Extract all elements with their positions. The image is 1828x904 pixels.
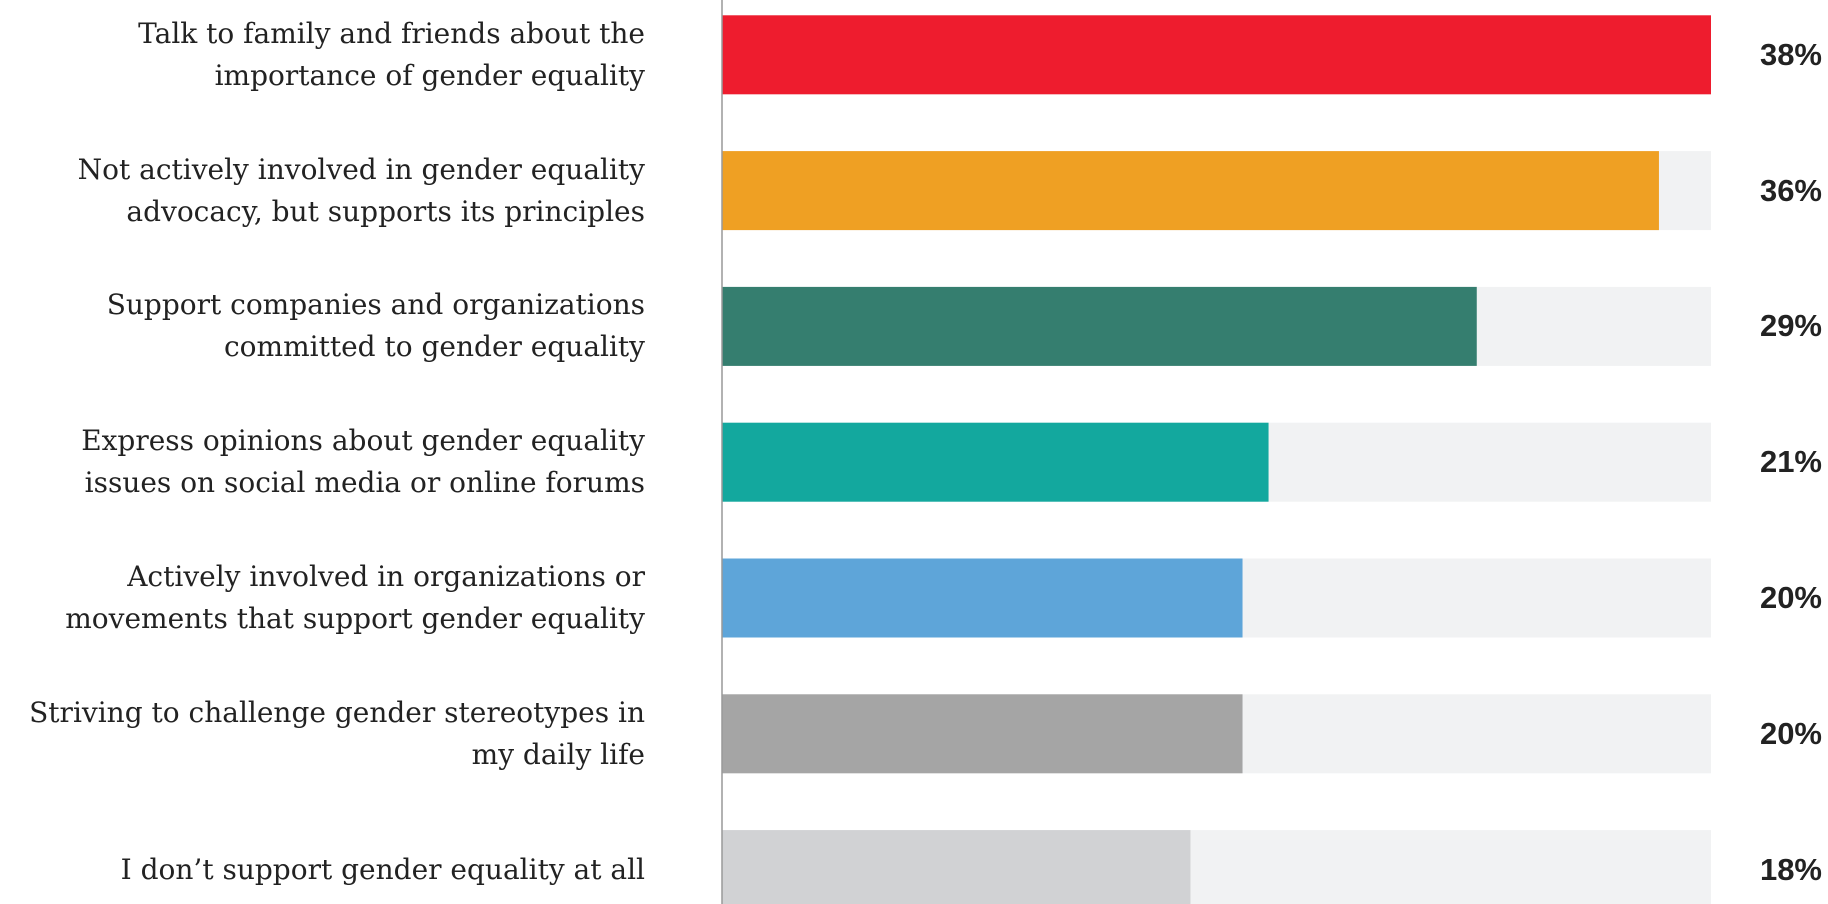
category-label: Talk to family and friends about the imp… bbox=[138, 16, 645, 92]
category-label: I don’t support gender equality at all bbox=[120, 852, 645, 886]
category-label: Express opinions about gender equality i… bbox=[81, 424, 645, 500]
value-label: 29% bbox=[1759, 308, 1822, 344]
bar bbox=[722, 830, 1191, 904]
bar bbox=[722, 15, 1711, 95]
category-label: Not actively involved in gender equality… bbox=[77, 152, 645, 228]
category-label: Support companies and organizations comm… bbox=[106, 288, 645, 364]
bar bbox=[722, 151, 1659, 231]
value-label: 36% bbox=[1759, 172, 1822, 208]
category-label: Actively involved in organizations or mo… bbox=[65, 560, 645, 635]
category-label: Striving to challenge gender stereotypes… bbox=[29, 695, 645, 771]
value-label: 18% bbox=[1759, 851, 1822, 887]
bar bbox=[722, 694, 1243, 774]
bar bbox=[722, 558, 1243, 638]
bar bbox=[722, 286, 1477, 366]
bar bbox=[722, 422, 1269, 502]
value-label: 20% bbox=[1759, 715, 1822, 751]
value-label: 20% bbox=[1759, 580, 1822, 615]
value-label: 38% bbox=[1759, 36, 1822, 72]
value-label: 21% bbox=[1759, 444, 1822, 480]
